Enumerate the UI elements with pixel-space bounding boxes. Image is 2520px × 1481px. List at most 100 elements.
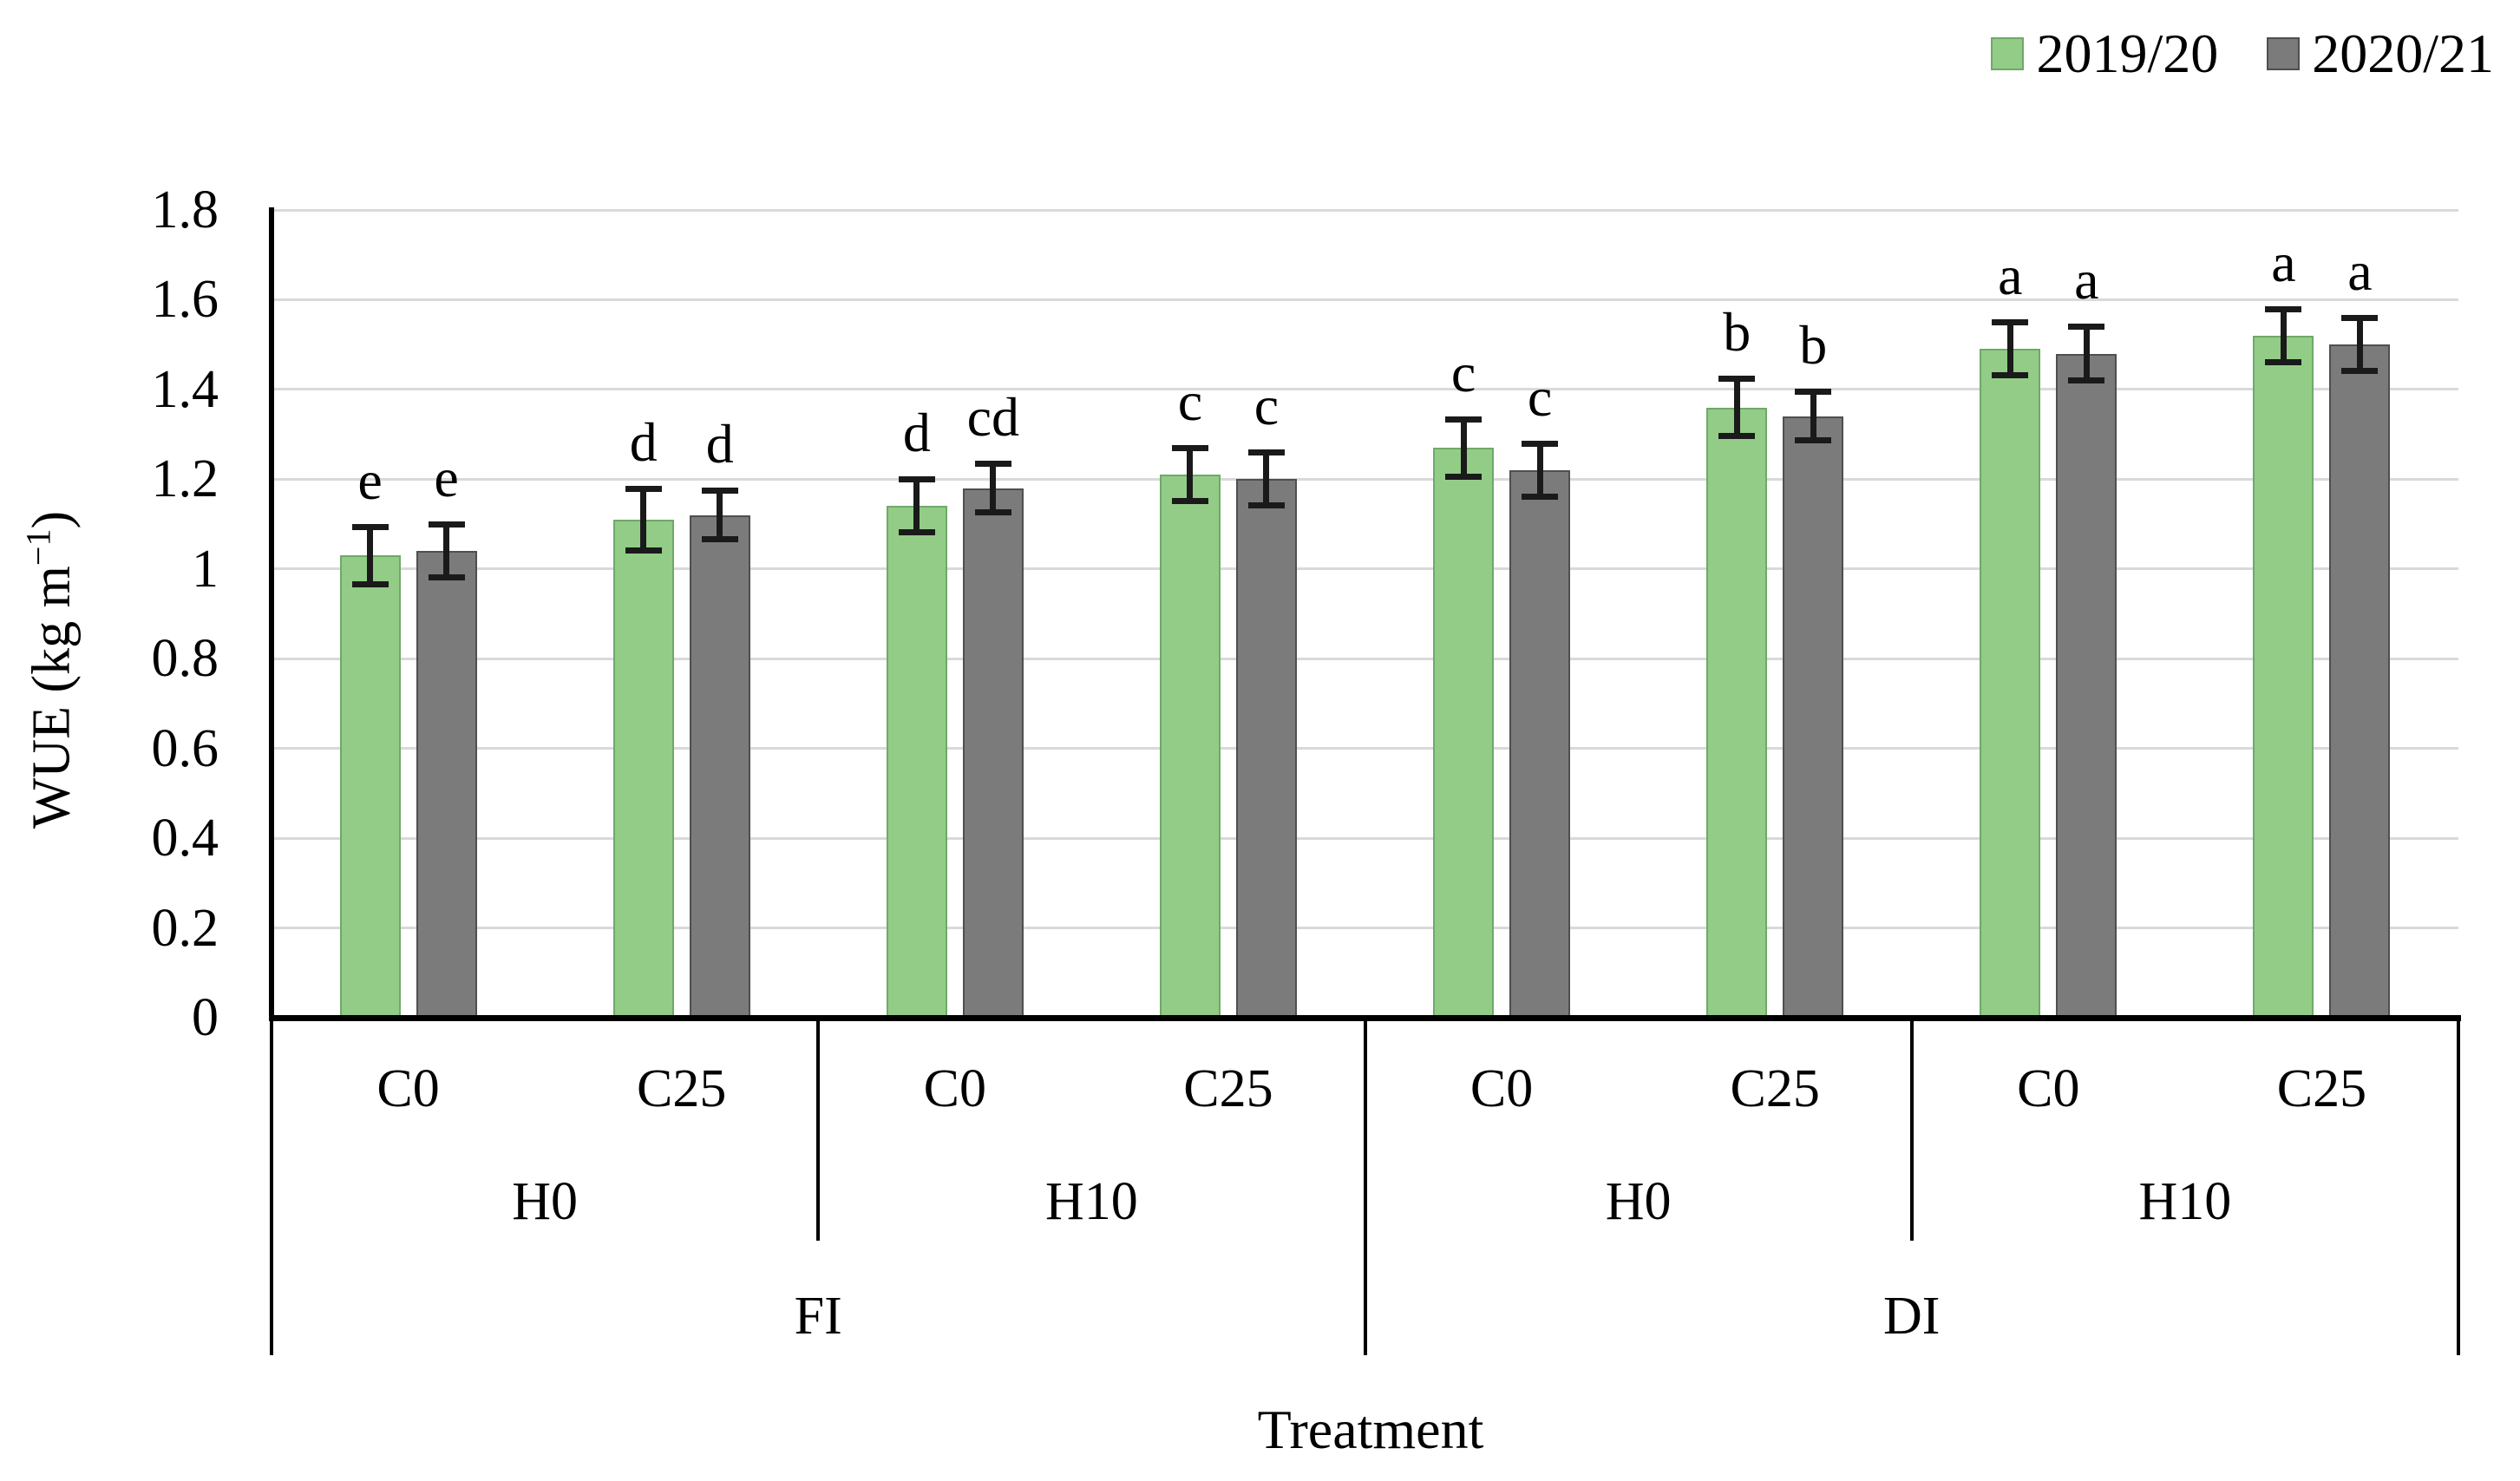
error-bar-bottom-cap	[898, 529, 935, 536]
error-bar-top-cap	[2341, 315, 2379, 322]
bar	[2253, 335, 2314, 1018]
error-bar	[913, 479, 920, 534]
error-bar-bottom-cap	[2265, 358, 2302, 365]
error-bar	[2006, 322, 2013, 377]
error-bar-bottom-cap	[1992, 372, 2029, 379]
bar	[1235, 479, 1297, 1018]
y-tick-label: 0.8	[151, 629, 219, 689]
separator-irrigation	[1363, 1018, 1367, 1355]
error-bar-bottom-cap	[351, 580, 389, 587]
legend-item: 2020/21	[2267, 23, 2494, 85]
bar	[1980, 349, 2041, 1018]
y-axis-line	[269, 207, 274, 1021]
x-axis-title: Treatment	[1257, 1399, 1484, 1460]
error-bar	[1263, 452, 1270, 507]
axis-frame-left	[270, 1018, 273, 1355]
significance-letter: c	[1253, 375, 1280, 437]
x-category-compost: C25	[637, 1059, 727, 1118]
error-bar-top-cap	[2265, 305, 2302, 312]
y-tick-label: 1.8	[151, 180, 219, 239]
x-category-hydrogel: H10	[2138, 1172, 2232, 1231]
x-category-compost: C0	[1469, 1059, 1534, 1118]
legend-label: 2019/20	[2036, 23, 2219, 84]
gridline	[272, 477, 2458, 481]
error-bar-bottom-cap	[1795, 437, 1832, 444]
bar	[1159, 475, 1221, 1018]
error-bar-top-cap	[428, 521, 465, 528]
error-bar-top-cap	[1247, 449, 1285, 456]
error-bar-bottom-cap	[2068, 377, 2105, 383]
error-bar-top-cap	[1171, 445, 1208, 452]
gridline	[272, 657, 2458, 660]
significance-letter: b	[1723, 300, 1751, 363]
significance-letter: c	[1450, 341, 1476, 403]
error-bar	[367, 526, 374, 585]
error-bar-bottom-cap	[1445, 473, 1483, 480]
y-tick-label: 0.6	[151, 718, 219, 778]
bar	[2329, 344, 2391, 1018]
error-bar-top-cap	[1795, 389, 1832, 396]
error-bar-top-cap	[1522, 440, 1559, 447]
error-bar-bottom-cap	[701, 536, 738, 543]
bar	[886, 506, 947, 1018]
y-tick-label: 1.4	[151, 359, 219, 419]
error-bar-top-cap	[1718, 375, 1756, 382]
error-bar-bottom-cap	[1718, 433, 1756, 440]
y-axis-title-close: )	[22, 510, 82, 529]
significance-letter: d	[629, 410, 658, 473]
y-tick-label: 0	[192, 988, 219, 1047]
significance-letter: a	[1998, 245, 2023, 307]
bar	[2056, 353, 2117, 1018]
legend-swatch-icon	[2267, 37, 2301, 70]
error-bar	[717, 490, 723, 541]
error-bar-top-cap	[1445, 416, 1483, 423]
x-category-compost: C0	[376, 1059, 440, 1118]
legend: 2019/20 2020/21	[1991, 23, 2494, 85]
significance-letter: cd	[966, 386, 1020, 449]
x-category-compost: C0	[923, 1059, 986, 1118]
significance-letter: a	[2271, 231, 2296, 293]
error-bar	[1536, 442, 1543, 498]
x-category-compost: C0	[2017, 1059, 2080, 1118]
significance-letter: d	[902, 402, 931, 464]
error-bar	[2356, 318, 2363, 372]
error-bar-bottom-cap	[1171, 498, 1208, 505]
error-bar-top-cap	[351, 523, 389, 530]
bar	[1433, 448, 1495, 1018]
error-bar-top-cap	[625, 485, 662, 492]
gridline	[272, 298, 2458, 301]
y-tick-label: 1.2	[151, 449, 219, 509]
error-bar-bottom-cap	[1247, 502, 1285, 509]
error-bar-top-cap	[701, 488, 738, 495]
error-bar	[1187, 448, 1194, 502]
x-category-hydrogel: H0	[512, 1172, 579, 1231]
significance-letter: e	[357, 449, 383, 511]
significance-letter: d	[705, 413, 734, 475]
error-bar-top-cap	[1992, 319, 2029, 326]
gridline	[272, 927, 2458, 930]
y-tick-label: 1	[192, 539, 219, 599]
x-category-compost: C25	[1183, 1059, 1273, 1118]
gridline	[272, 567, 2458, 571]
x-category-hydrogel: H0	[1605, 1172, 1672, 1231]
significance-letter: c	[1527, 365, 1553, 428]
bar	[339, 555, 401, 1018]
error-bar	[443, 524, 450, 579]
error-bar	[1733, 377, 1740, 437]
bar	[416, 551, 477, 1018]
x-category-compost: C25	[2276, 1059, 2367, 1118]
x-category-compost: C25	[1730, 1059, 1820, 1118]
bar	[1706, 407, 1768, 1018]
bar	[962, 488, 1024, 1018]
error-bar	[1810, 391, 1816, 442]
significance-letter: a	[2347, 240, 2373, 303]
bar	[689, 514, 750, 1018]
bar	[1509, 469, 1571, 1018]
legend-label: 2020/21	[2312, 23, 2494, 84]
gridline	[272, 836, 2458, 840]
significance-letter: b	[1799, 314, 1828, 377]
x-category-irrigation: DI	[1883, 1287, 1941, 1346]
separator-hydrogel	[816, 1018, 821, 1241]
gridline	[272, 388, 2458, 391]
